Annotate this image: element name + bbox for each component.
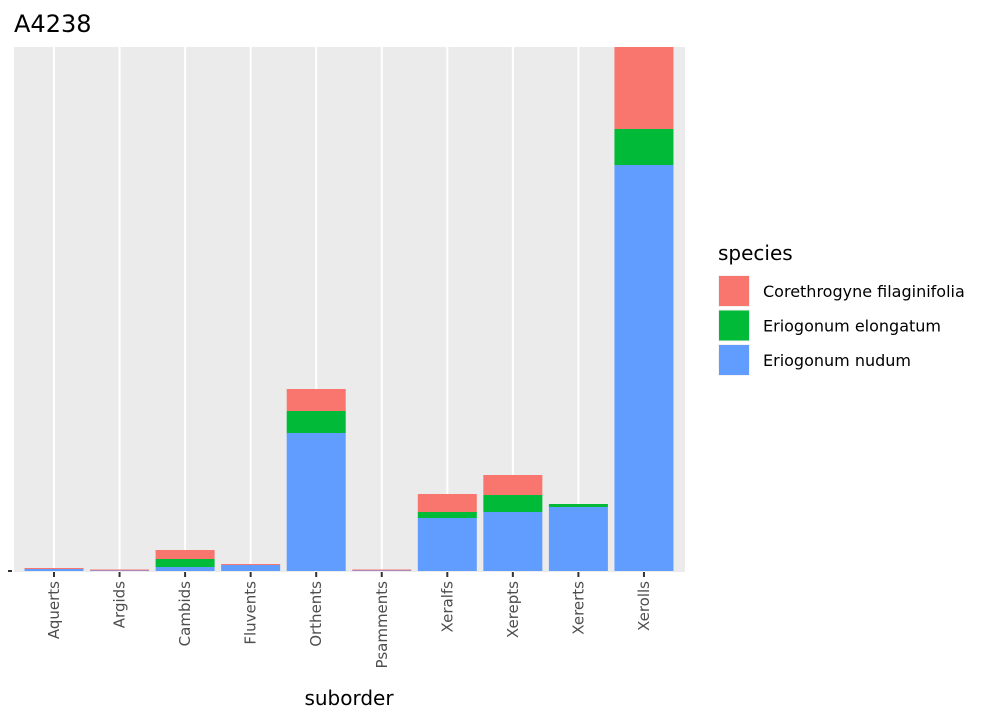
legend-label: Eriogonum nudum (763, 351, 911, 370)
bar-xerolls-corethrogyne-filaginifolia (614, 47, 674, 129)
x-tick-label: Xeralfs (438, 581, 456, 633)
x-tick-label: Xerepts (504, 581, 522, 638)
x-tick-label: Orthents (307, 581, 325, 647)
legend-label: Corethrogyne filaginifolia (763, 282, 965, 301)
x-tick-label: Xerolls (635, 581, 653, 631)
bar-argids-eriogonum-nudum (90, 570, 150, 571)
plot-panel (14, 47, 685, 572)
legend-swatch (719, 310, 749, 341)
x-tick-label: Aquerts (45, 581, 63, 639)
chart-title: A4238 (14, 10, 92, 38)
x-tick-label: Argids (111, 581, 129, 628)
bar-orthents-corethrogyne-filaginifolia (286, 389, 346, 411)
bar-psamments-eriogonum-nudum (352, 570, 412, 571)
bar-xeralfs-eriogonum-nudum (417, 518, 477, 571)
bar-psamments-corethrogyne-filaginifolia (352, 569, 412, 571)
legend-swatch (719, 276, 749, 306)
bar-xeralfs-corethrogyne-filaginifolia (417, 494, 477, 512)
bar-fluvents-corethrogyne-filaginifolia (221, 564, 281, 565)
bar-xerepts-eriogonum-elongatum (483, 495, 543, 512)
legend-label: Eriogonum elongatum (763, 317, 941, 336)
bar-orthents-eriogonum-elongatum (286, 411, 346, 433)
bar-aquerts-eriogonum-nudum (24, 569, 84, 571)
x-tick-label: Cambids (176, 581, 194, 646)
bar-cambids-eriogonum-elongatum (155, 559, 215, 567)
x-tick-label: Psamments (373, 581, 391, 669)
bar-fluvents-eriogonum-nudum (221, 565, 281, 571)
bar-xerepts-corethrogyne-filaginifolia (483, 475, 543, 495)
bar-xererts-eriogonum-elongatum (548, 504, 608, 507)
x-axis-label: suborder (304, 686, 394, 710)
bar-xerepts-eriogonum-nudum (483, 512, 543, 571)
bar-argids-corethrogyne-filaginifolia (90, 569, 150, 571)
legend-title: species (718, 241, 793, 265)
bar-xeralfs-eriogonum-elongatum (417, 512, 477, 518)
x-tick-label: Fluvents (242, 581, 260, 645)
bar-xerolls-eriogonum-elongatum (614, 129, 674, 165)
bar-aquerts-corethrogyne-filaginifolia (24, 568, 84, 569)
legend-swatch (719, 345, 749, 375)
bar-xerolls-eriogonum-nudum (614, 165, 674, 571)
bar-xererts-eriogonum-nudum (548, 507, 608, 571)
x-tick-label: Xererts (569, 581, 587, 635)
bar-cambids-eriogonum-nudum (155, 567, 215, 571)
bar-cambids-corethrogyne-filaginifolia (155, 550, 215, 559)
bar-orthents-eriogonum-nudum (286, 433, 346, 571)
